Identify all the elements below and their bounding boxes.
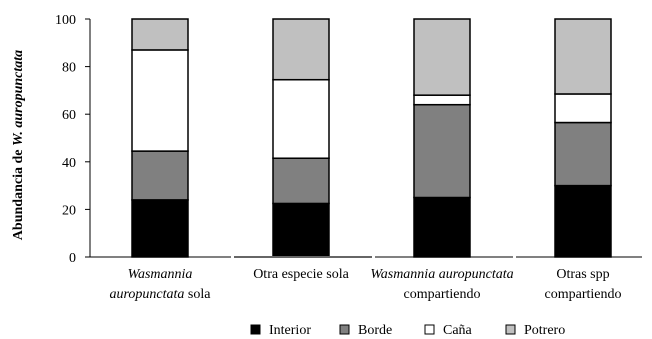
category-label-italic: auropunctata xyxy=(110,287,185,302)
bar-segment-potrero xyxy=(272,18,330,81)
bars xyxy=(131,18,612,258)
bar-segment-ca-a xyxy=(272,78,330,159)
bar-segment-ca-a xyxy=(413,94,471,106)
bar-segment-potrero xyxy=(554,18,612,95)
legend-label: Borde xyxy=(358,323,392,338)
bar-segment-ca-a xyxy=(131,49,189,152)
bar-segment-potrero xyxy=(131,18,189,51)
category-label-italic: Wasmannia xyxy=(128,267,193,282)
category-label-text: sola xyxy=(184,287,211,302)
bar-segment-interior xyxy=(131,199,189,258)
category-label-italic: Wasmannia auropunctata xyxy=(370,267,513,282)
category-label-line2: compartiendo xyxy=(404,287,481,302)
category-label-line1: Wasmannia auropunctata xyxy=(370,267,513,282)
legend-label: Interior xyxy=(269,323,311,338)
y-axis-label-prefix: Abundancia de xyxy=(11,146,26,240)
category-label-line2: auropunctata sola xyxy=(110,287,212,302)
y-tick-label: 20 xyxy=(62,203,76,218)
y-tick-label: 40 xyxy=(62,156,76,171)
bar-segment-borde xyxy=(272,157,330,205)
bar-segment-interior xyxy=(413,196,471,258)
category-label-line2: compartiendo xyxy=(545,287,622,302)
legend-swatch-interior xyxy=(250,324,261,335)
y-tick-label: 0 xyxy=(69,251,76,266)
legend: Interior Borde Caña Potrero xyxy=(250,323,565,338)
legend-swatch-potrero xyxy=(505,324,516,335)
y-tick-label: 100 xyxy=(55,13,76,28)
bar-segment-interior xyxy=(272,202,330,258)
legend-label: Potrero xyxy=(524,323,565,338)
bar-segment-borde xyxy=(413,103,471,199)
y-tick-label: 80 xyxy=(62,61,76,76)
category-label-text: compartiendo xyxy=(545,287,622,302)
legend-swatch-ca-a xyxy=(424,324,435,335)
bar-segment-ca-a xyxy=(554,93,612,124)
category-label-text: Otra especie sola xyxy=(253,267,349,282)
bar-segment-interior xyxy=(554,184,612,258)
category-label-line2: Otra especie sola xyxy=(253,267,349,282)
category-label-line1: Otras spp xyxy=(556,267,609,282)
y-axis-label: Abundancia de W. auropunctata xyxy=(11,50,26,240)
category-label-line1: Wasmannia xyxy=(128,267,193,282)
y-axis: 0 20 40 60 80 100 xyxy=(55,13,91,266)
legend-label: Caña xyxy=(443,323,473,338)
legend-swatch-borde xyxy=(339,324,350,335)
bar-segment-potrero xyxy=(413,18,471,96)
bar-segment-borde xyxy=(554,121,612,187)
category-labels: Wasmannia auropunctata sola Otra especie s… xyxy=(110,267,622,302)
category-label-text: compartiendo xyxy=(404,287,481,302)
y-axis-label-species: W. auropunctata xyxy=(11,50,26,146)
y-tick-label: 60 xyxy=(62,108,76,123)
bar-segment-borde xyxy=(131,150,189,201)
category-label-text: Otras spp xyxy=(556,267,609,282)
